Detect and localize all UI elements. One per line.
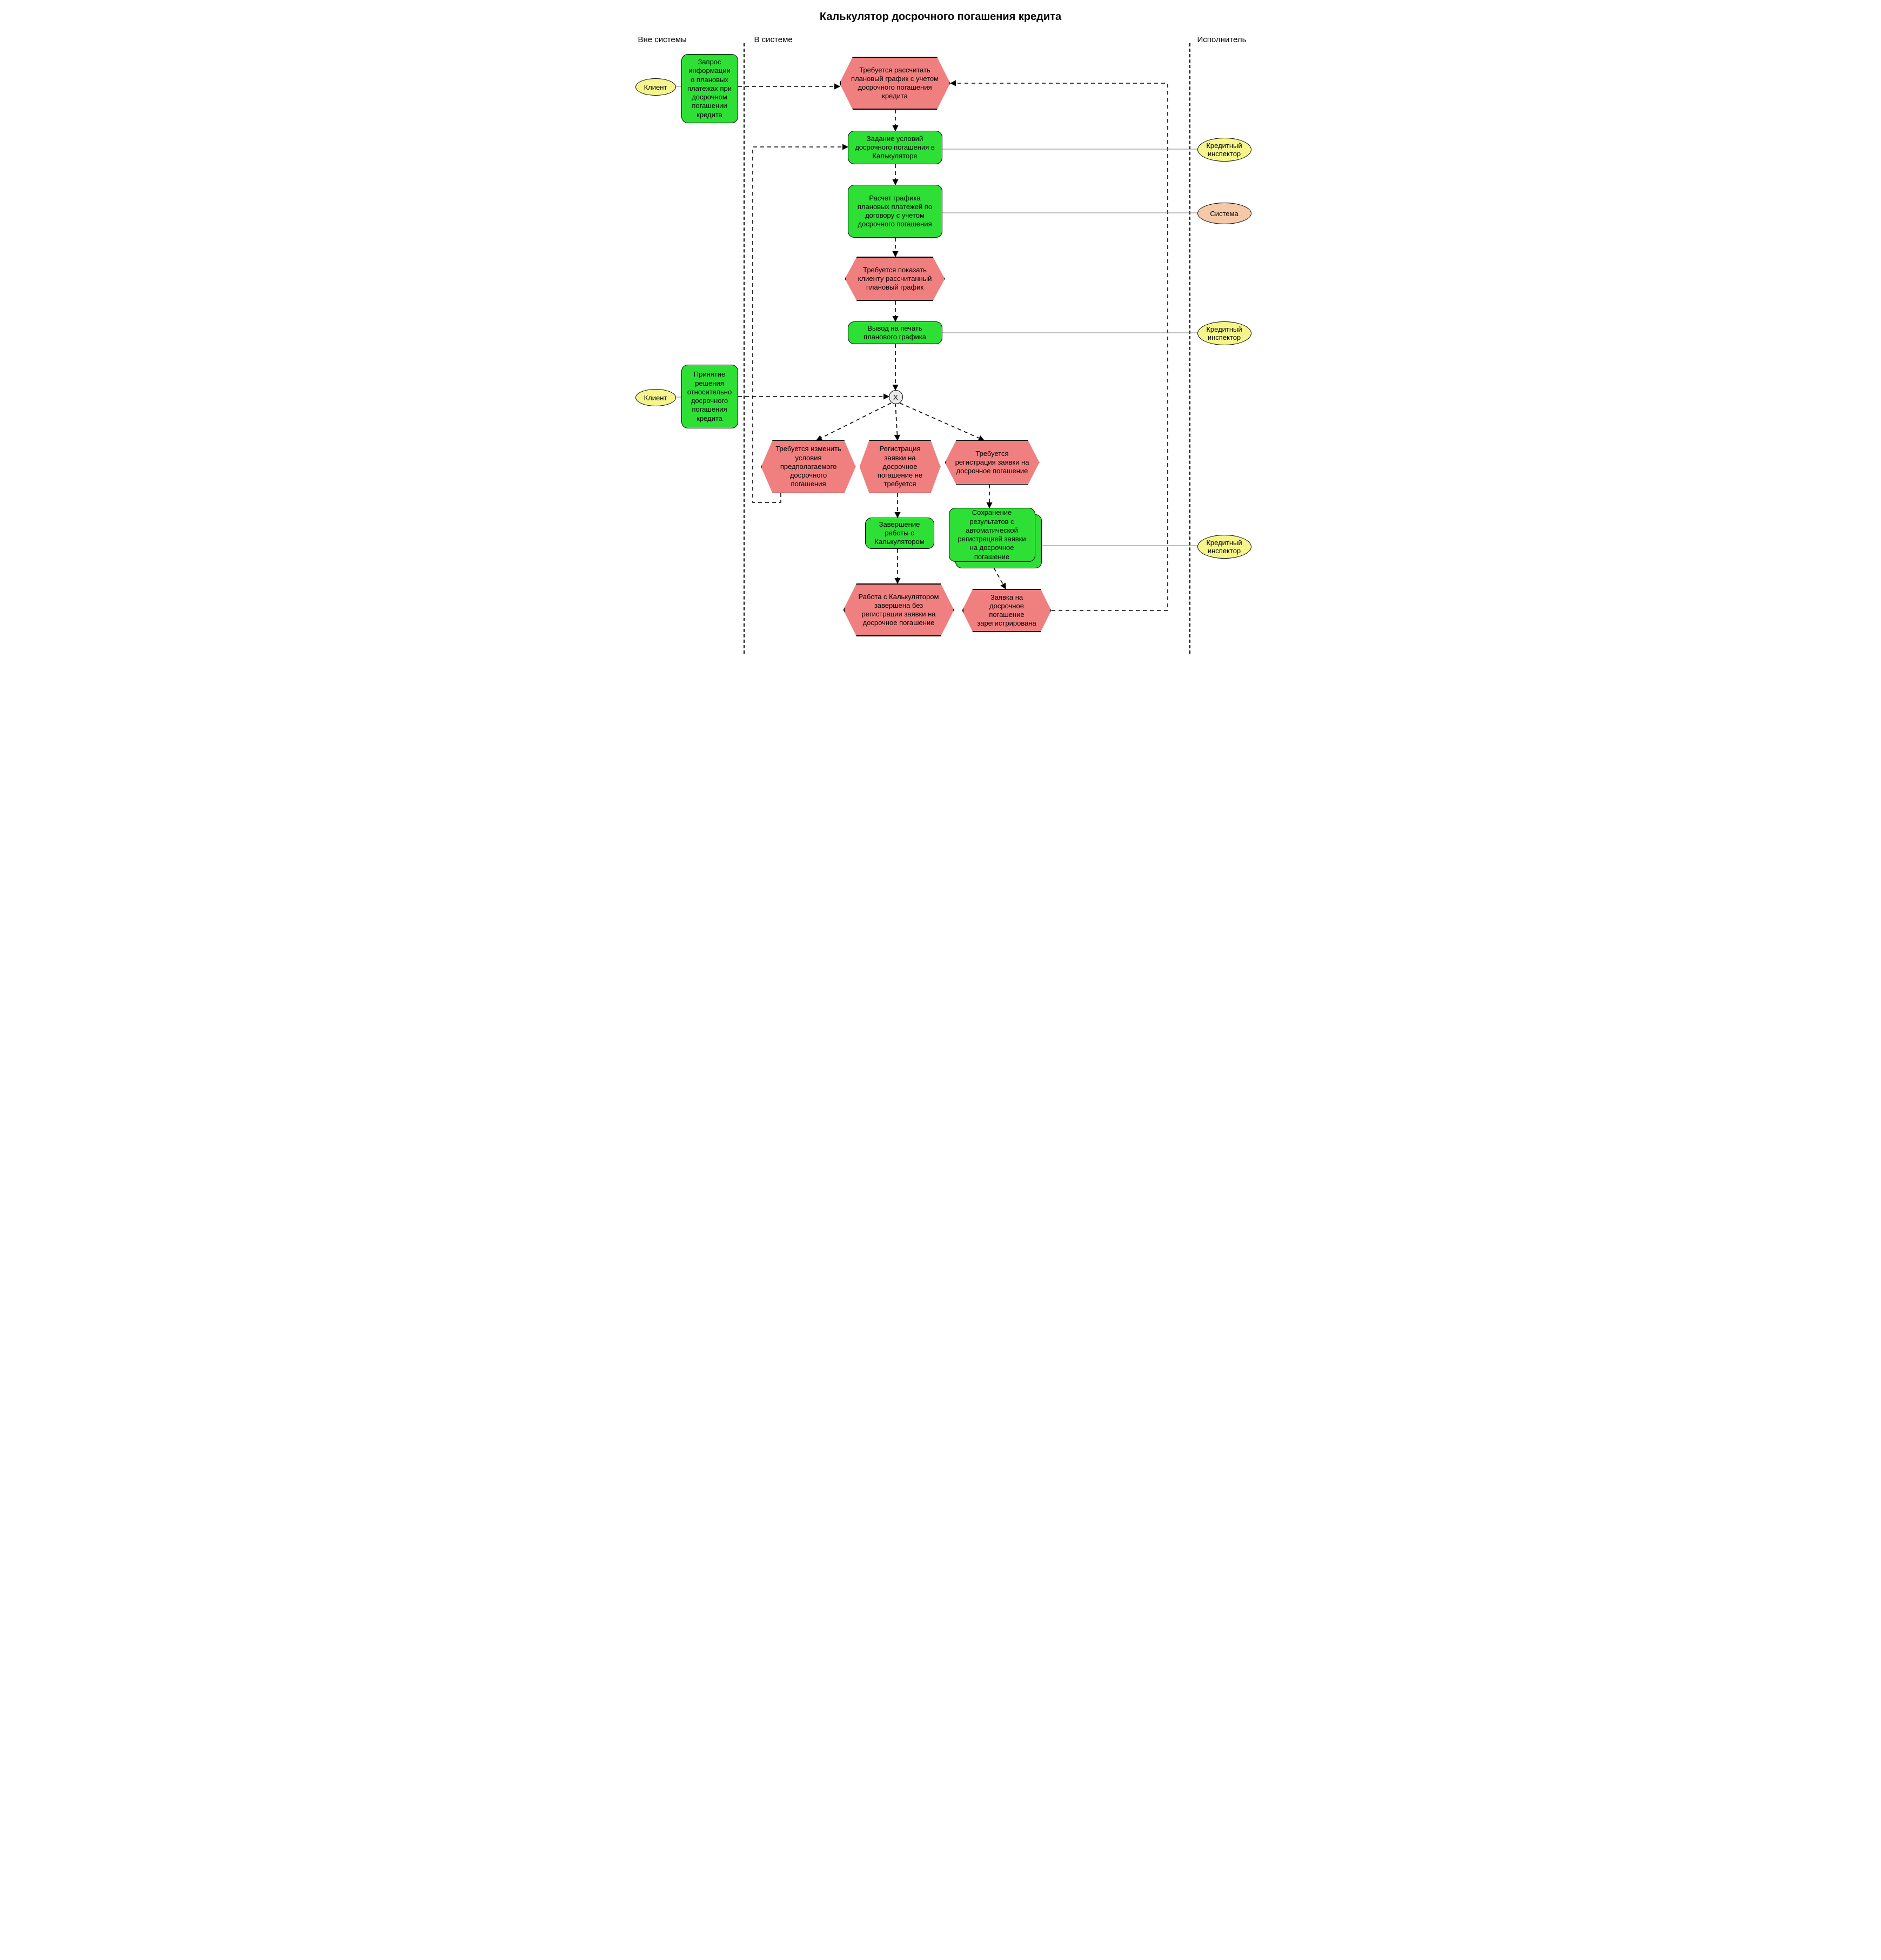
node-need-calc: Требуется рассчитать плановый график с у… xyxy=(840,57,950,110)
node-save-results: Сохранение результатов с автоматической … xyxy=(949,508,1035,562)
lane-outside-label: Вне системы xyxy=(638,35,687,44)
node-need-show: Требуется показать клиенту рассчитанный … xyxy=(845,257,945,301)
node-set-cond: Задание условий досрочного погашения в К… xyxy=(848,131,942,164)
actor-inspector-3: Кредитный инспектор xyxy=(1197,535,1251,559)
lane-executor-label: Исполнитель xyxy=(1197,35,1247,44)
lane-divider-2 xyxy=(1189,43,1190,654)
node-need-change: Требуется изменить условия предполагаемо… xyxy=(761,440,856,493)
node-decision: Принятие решения относительно досрочного… xyxy=(681,365,738,428)
actor-client-1: Клиент xyxy=(635,78,676,96)
node-need-reg: Требуется регистрация заявки на досрочно… xyxy=(945,440,1040,485)
actor-system: Система xyxy=(1197,203,1251,224)
node-reg-done: Заявка на досрочное погашение зарегистри… xyxy=(962,589,1052,632)
node-work-done: Работа с Калькулятором завершена без рег… xyxy=(844,583,954,636)
actor-client-2: Клиент xyxy=(635,389,676,406)
node-request-info: Запрос информации о плановых платежах пр… xyxy=(681,54,738,123)
flowchart-canvas: Калькулятор досрочного погашения кредита… xyxy=(627,11,1254,659)
lane-inside-label: В системе xyxy=(754,35,793,44)
gateway-x: X xyxy=(889,390,903,404)
actor-inspector-2: Кредитный инспектор xyxy=(1197,321,1251,345)
node-calc-sched: Расчет графика плановых платежей по дого… xyxy=(848,185,942,238)
actor-inspector-1: Кредитный инспектор xyxy=(1197,138,1251,162)
node-print-out: Вывод на печать планового графика xyxy=(848,321,942,344)
node-no-reg: Регистрация заявки на досрочное погашени… xyxy=(860,440,941,493)
lane-divider-1 xyxy=(744,43,745,654)
node-finish-work: Завершение работы с Калькулятором xyxy=(865,518,934,549)
diagram-title: Калькулятор досрочного погашения кредита xyxy=(627,11,1254,23)
